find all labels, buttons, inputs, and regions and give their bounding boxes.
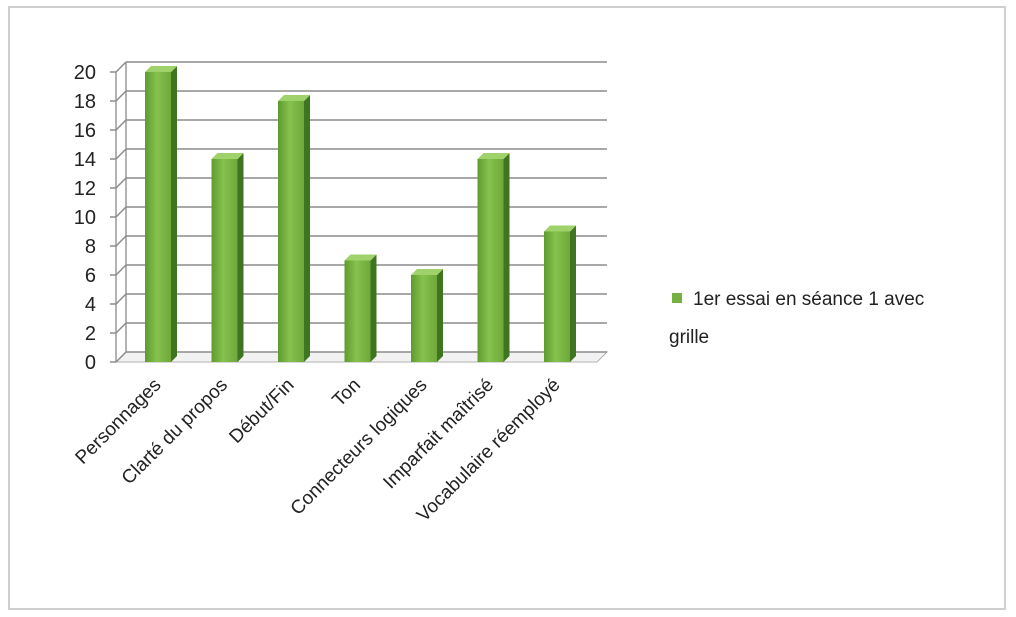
y-axis: 0 2 4 6 8 10 12 14 16 18 20	[74, 62, 116, 374]
x-tick-label: Début/Fin	[225, 375, 298, 448]
gridline-depth	[115, 148, 127, 160]
bar	[278, 95, 310, 362]
y-tick-label: 10	[74, 207, 96, 229]
bar-top	[344, 254, 377, 261]
y-tick-label: 12	[74, 178, 96, 200]
bar-side	[570, 225, 576, 362]
bar-top	[278, 95, 310, 101]
bar-top	[145, 66, 177, 72]
gridline-depth	[115, 235, 127, 247]
bar-front	[145, 72, 171, 362]
bar-top	[411, 269, 443, 275]
bar-front	[211, 159, 238, 362]
x-tick-label: Ton	[329, 375, 366, 412]
gridline-depth	[115, 206, 127, 218]
bar-side	[237, 153, 244, 362]
y-tick-label: 0	[85, 352, 96, 374]
bar-side	[370, 254, 377, 362]
bar-top	[544, 225, 576, 232]
gridline-depth	[115, 264, 127, 276]
y-tick-label: 4	[85, 294, 96, 316]
bar	[145, 66, 177, 362]
legend: 1er essai en séance 1 avec grille	[669, 289, 924, 348]
y-tick-label: 18	[74, 91, 96, 113]
gridline-depth	[115, 90, 127, 102]
bar-top	[211, 153, 244, 159]
bar-side	[503, 153, 510, 362]
bar	[411, 269, 443, 362]
bar-front	[344, 260, 371, 362]
bars	[145, 66, 576, 362]
bar-front	[278, 101, 304, 362]
bar-top	[477, 153, 510, 159]
bar	[344, 254, 377, 362]
gridline-depth	[115, 119, 127, 131]
bar-side	[437, 269, 443, 362]
bar-side	[304, 95, 310, 362]
gridline-depth	[115, 61, 127, 73]
bar-front	[411, 275, 437, 362]
y-tick-label: 2	[85, 323, 96, 345]
gridline-depth	[115, 351, 127, 363]
gridline-depth	[115, 322, 127, 334]
bar	[211, 153, 244, 362]
x-tick-label: Imparfait maîtrisé	[379, 375, 498, 494]
bar	[544, 225, 576, 362]
bar-side	[171, 66, 177, 362]
bar	[477, 153, 510, 362]
legend-label-line1: 1er essai en séance 1 avec	[693, 289, 924, 310]
y-tick-label: 8	[85, 236, 96, 258]
y-tick-label: 14	[74, 149, 96, 171]
legend-label-line2: grille	[669, 327, 709, 348]
y-tick-label: 16	[74, 120, 96, 142]
bar-front	[477, 159, 504, 362]
legend-swatch	[672, 293, 682, 303]
y-tick-label: 20	[74, 62, 96, 84]
bar-front	[544, 231, 570, 362]
gridline-depth	[115, 293, 127, 305]
y-tick-label: 6	[85, 265, 96, 287]
gridline-depth	[115, 177, 127, 189]
